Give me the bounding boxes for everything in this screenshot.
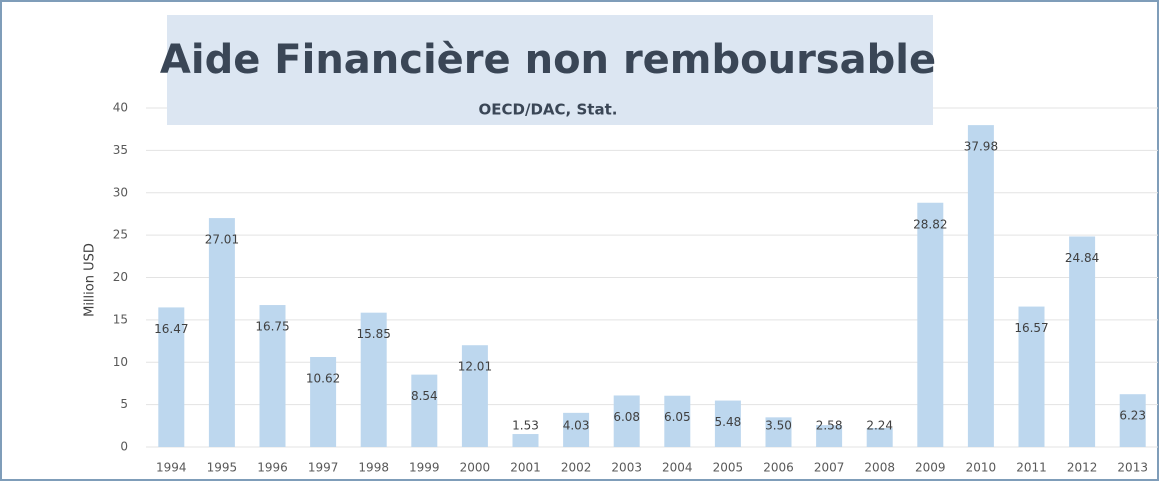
- x-tick-label: 2008: [864, 461, 895, 475]
- y-tick-label: 35: [113, 143, 128, 157]
- x-tick-label: 1996: [257, 461, 288, 475]
- bar: [816, 425, 843, 447]
- data-label: 5.48: [715, 415, 742, 429]
- x-tick-label: 2004: [662, 461, 693, 475]
- data-label: 6.23: [1119, 409, 1146, 423]
- x-tick-label: 2006: [763, 461, 794, 475]
- x-tick-label: 2002: [561, 461, 592, 475]
- x-tick-label: 2001: [510, 461, 541, 475]
- bar: [967, 125, 994, 447]
- x-tick-label: 2003: [611, 461, 642, 475]
- data-label: 24.84: [1065, 251, 1099, 265]
- bar: [917, 202, 944, 447]
- x-tick-label: 1999: [409, 461, 440, 475]
- data-label: 3.50: [765, 419, 792, 433]
- data-label: 6.08: [613, 410, 640, 424]
- data-label: 2.58: [816, 419, 843, 433]
- chart-title: Aide Financière non remboursable: [160, 37, 936, 83]
- bar: [1119, 394, 1146, 447]
- x-tick-label: 2009: [915, 461, 946, 475]
- y-tick-label: 25: [113, 228, 128, 242]
- x-tick-label: 2011: [1016, 461, 1047, 475]
- bar: [208, 218, 235, 447]
- bar: [563, 412, 590, 447]
- y-tick-label: 15: [113, 312, 128, 326]
- data-label: 10.62: [306, 371, 340, 385]
- y-tick-label: 0: [120, 440, 128, 454]
- bar: [310, 356, 337, 447]
- data-label: 1.53: [512, 419, 539, 433]
- x-tick-label: 1995: [207, 461, 238, 475]
- x-tick-label: 2013: [1117, 461, 1148, 475]
- x-tick-label: 2005: [713, 461, 744, 475]
- x-tick-label: 2000: [460, 461, 491, 475]
- x-tick-label: 1998: [358, 461, 389, 475]
- y-tick-label: 20: [113, 270, 128, 284]
- data-label: 28.82: [913, 217, 947, 231]
- x-tick-label: 1997: [308, 461, 339, 475]
- bar: [1069, 236, 1096, 447]
- bar: [714, 400, 741, 447]
- bar: [866, 428, 893, 447]
- chart-subtitle: OECD/DAC, Stat.: [479, 101, 618, 119]
- data-label: 16.75: [255, 320, 289, 334]
- title-box: [167, 15, 933, 125]
- bar: [1018, 306, 1045, 447]
- y-tick-label: 40: [113, 101, 128, 115]
- data-label: 4.03: [563, 419, 590, 433]
- bar: [613, 395, 640, 447]
- data-label: 6.05: [664, 410, 691, 424]
- bar: [461, 345, 488, 447]
- data-label: 16.47: [154, 322, 188, 336]
- bar: [411, 374, 438, 447]
- y-tick-label: 10: [113, 355, 128, 369]
- x-tick-label: 2007: [814, 461, 845, 475]
- data-label: 8.54: [411, 389, 438, 403]
- bar: [765, 417, 792, 447]
- x-tick-label: 2010: [966, 461, 997, 475]
- bar: [360, 312, 387, 447]
- y-tick-label: 5: [120, 397, 128, 411]
- data-label: 27.01: [205, 233, 239, 247]
- bar: [512, 434, 539, 447]
- bar: [664, 395, 691, 447]
- y-tick-label: 30: [113, 185, 128, 199]
- data-label: 37.98: [964, 140, 998, 154]
- y-axis-label: Million USD: [83, 243, 98, 317]
- bar: [158, 307, 185, 447]
- x-tick-label: 1994: [156, 461, 187, 475]
- data-label: 15.85: [357, 327, 391, 341]
- data-label: 2.24: [866, 419, 893, 433]
- data-label: 12.01: [458, 360, 492, 374]
- bar: [259, 305, 286, 447]
- data-label: 16.57: [1014, 321, 1048, 335]
- x-tick-label: 2012: [1067, 461, 1098, 475]
